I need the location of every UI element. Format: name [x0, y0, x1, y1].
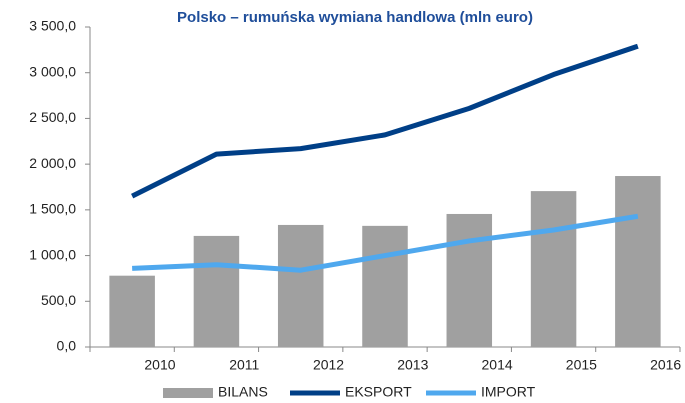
x-tick-label: 2012: [313, 357, 344, 373]
bar: [615, 176, 661, 347]
y-tick-label: 500,0: [41, 292, 76, 308]
legend-label: EKSPORT: [345, 384, 412, 400]
legend-swatch: [163, 388, 213, 398]
bar: [109, 275, 155, 347]
y-tick-label: 0,0: [57, 338, 77, 354]
y-tick-label: 3 500,0: [29, 18, 76, 34]
x-tick-label: 2014: [482, 357, 513, 373]
chart-title: Polsko – rumuńska wymiana handlowa (mln …: [177, 9, 533, 26]
x-tick-label: 2013: [397, 357, 428, 373]
bar: [362, 225, 408, 347]
x-tick-label: 2015: [566, 357, 597, 373]
y-tick-label: 1 000,0: [29, 246, 76, 262]
line: [132, 213, 639, 273]
bar: [446, 213, 493, 347]
x-tick-label: 2010: [144, 357, 175, 373]
line: [131, 43, 639, 199]
bar: [530, 191, 577, 347]
bar: [193, 235, 240, 347]
y-tick-label: 1 500,0: [29, 201, 76, 217]
x-tick-label: 2016: [650, 357, 681, 373]
x-tick-label: 2011: [229, 357, 259, 373]
bar: [277, 224, 324, 347]
legend-label: BILANS: [218, 384, 268, 400]
legend-label: IMPORT: [481, 384, 536, 400]
y-tick-label: 2 000,0: [29, 155, 76, 171]
y-tick-label: 3 000,0: [29, 63, 76, 79]
y-tick-label: 2 500,0: [29, 109, 76, 125]
